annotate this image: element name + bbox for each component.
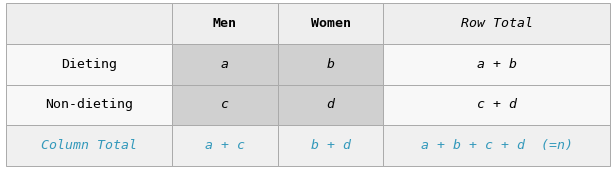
Text: Row Total: Row Total <box>461 17 533 30</box>
Text: a + b + c + d  (=n): a + b + c + d (=n) <box>421 139 573 152</box>
Text: Non-dieting: Non-dieting <box>45 98 133 111</box>
Text: b + d: b + d <box>310 139 351 152</box>
Bar <box>278 44 383 84</box>
Text: c + d: c + d <box>477 98 517 111</box>
Text: b: b <box>326 58 334 71</box>
Text: a + c: a + c <box>205 139 245 152</box>
Bar <box>278 3 383 44</box>
Text: a: a <box>221 58 229 71</box>
Bar <box>383 3 610 44</box>
Bar <box>6 44 172 84</box>
Bar <box>6 125 172 166</box>
Bar <box>172 84 278 125</box>
Bar <box>383 125 610 166</box>
Bar <box>172 44 278 84</box>
Text: d: d <box>326 98 334 111</box>
Bar <box>383 44 610 84</box>
Bar <box>278 84 383 125</box>
Text: Column Total: Column Total <box>41 139 137 152</box>
Bar <box>6 3 172 44</box>
Text: Dieting: Dieting <box>61 58 117 71</box>
Bar <box>172 3 278 44</box>
Bar <box>6 84 172 125</box>
Bar <box>278 125 383 166</box>
Text: a + b: a + b <box>477 58 517 71</box>
Text: Women: Women <box>310 17 351 30</box>
Text: c: c <box>221 98 229 111</box>
Text: Men: Men <box>213 17 237 30</box>
Bar <box>172 125 278 166</box>
Bar <box>383 84 610 125</box>
